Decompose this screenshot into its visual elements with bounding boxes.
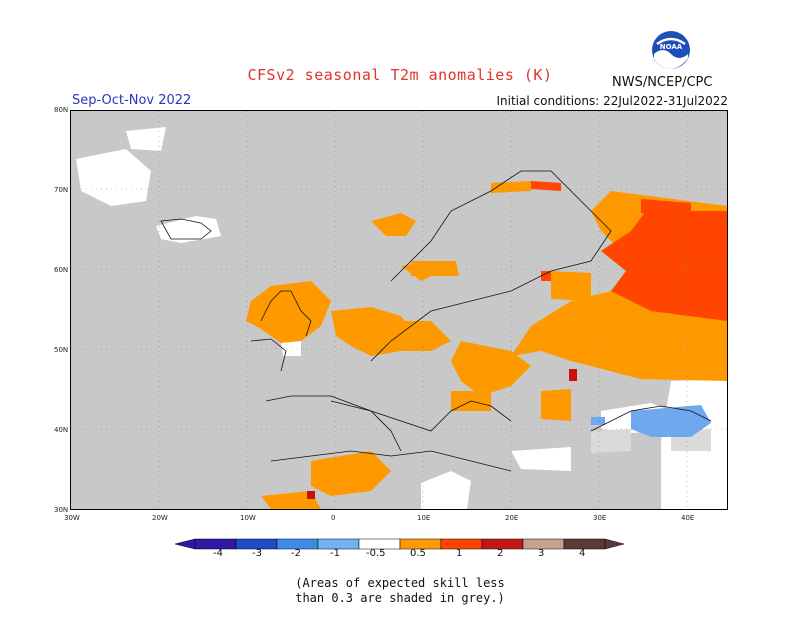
anomaly-map <box>70 110 728 510</box>
lon-label: 10W <box>240 514 256 522</box>
lon-label: 30E <box>593 514 607 522</box>
colorbar-label: -1 <box>330 548 340 559</box>
colorbar-label: -3 <box>252 548 262 559</box>
noaa-logo-text: NOAA <box>660 43 683 51</box>
colorbar-label: 2 <box>497 548 504 559</box>
noaa-logo-icon: NOAA <box>651 30 691 70</box>
colorbar-arrow-right <box>604 538 625 550</box>
colorbar-label: 3 <box>538 548 545 559</box>
lat-label: 50N <box>54 346 69 354</box>
lon-label: 20W <box>152 514 168 522</box>
initial-conditions-label: Initial conditions: 22Jul2022-31Jul2022 <box>496 94 728 108</box>
lon-label: 40E <box>681 514 695 522</box>
anomaly-1-2-shading <box>531 181 727 321</box>
lat-label: 40N <box>54 426 69 434</box>
anomaly-2-3-shading <box>307 369 577 499</box>
lon-label: 10E <box>417 514 431 522</box>
colorbar-label: 1 <box>456 548 463 559</box>
lat-label: 60N <box>54 266 69 274</box>
season-label: Sep-Oct-Nov 2022 <box>72 93 192 108</box>
agency-label: NWS/NCEP/CPC <box>612 75 713 90</box>
colorbar-label: 4 <box>579 548 586 559</box>
skill-note-line: than 0.3 are shaded in grey.) <box>295 591 505 605</box>
colorbar-label: 0.5 <box>410 548 426 559</box>
colorbar-svg <box>174 538 625 550</box>
lat-label: 30N <box>54 506 69 514</box>
lon-label: 0 <box>331 514 336 522</box>
map-title: CFSv2 seasonal T2m anomalies (K) <box>247 66 553 84</box>
skill-note-line: (Areas of expected skill less <box>295 576 505 590</box>
skill-note: (Areas of expected skill less than 0.3 a… <box>0 576 800 606</box>
colorbar-label: -0.5 <box>366 548 386 559</box>
colorbar-label: -4 <box>213 548 223 559</box>
colorbar-label: -2 <box>291 548 301 559</box>
lon-label: 20E <box>505 514 519 522</box>
colorbar <box>174 535 625 550</box>
colorbar-arrow-left <box>174 538 196 550</box>
coastlines <box>160 170 712 472</box>
lon-label: 30W <box>64 514 80 522</box>
lat-label: 70N <box>54 186 69 194</box>
lat-label: 80N <box>54 106 69 114</box>
